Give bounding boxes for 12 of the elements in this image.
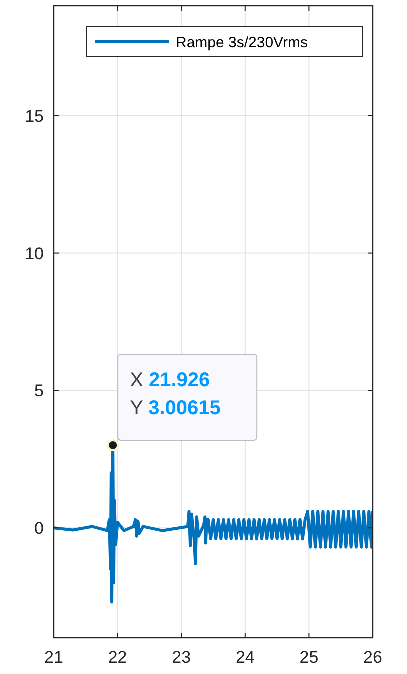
y-tick-label: 10 bbox=[25, 244, 44, 264]
y-tick-label: 15 bbox=[25, 106, 44, 126]
y-tick-label: 5 bbox=[34, 382, 44, 401]
x-tick-label: 22 bbox=[108, 648, 128, 667]
x-tick-label: 24 bbox=[236, 648, 255, 667]
annotation: X 21.926 Y 3.00615 bbox=[130, 369, 221, 420]
x-tick-label: 23 bbox=[172, 648, 192, 667]
legend-label: Rampe 3s/230Vrms bbox=[176, 34, 308, 52]
x-tick-label: 25 bbox=[300, 648, 319, 667]
y-tick-label: 0 bbox=[34, 519, 44, 538]
x-tick-label: 26 bbox=[364, 648, 382, 667]
x-tick-label: 21 bbox=[44, 648, 64, 667]
